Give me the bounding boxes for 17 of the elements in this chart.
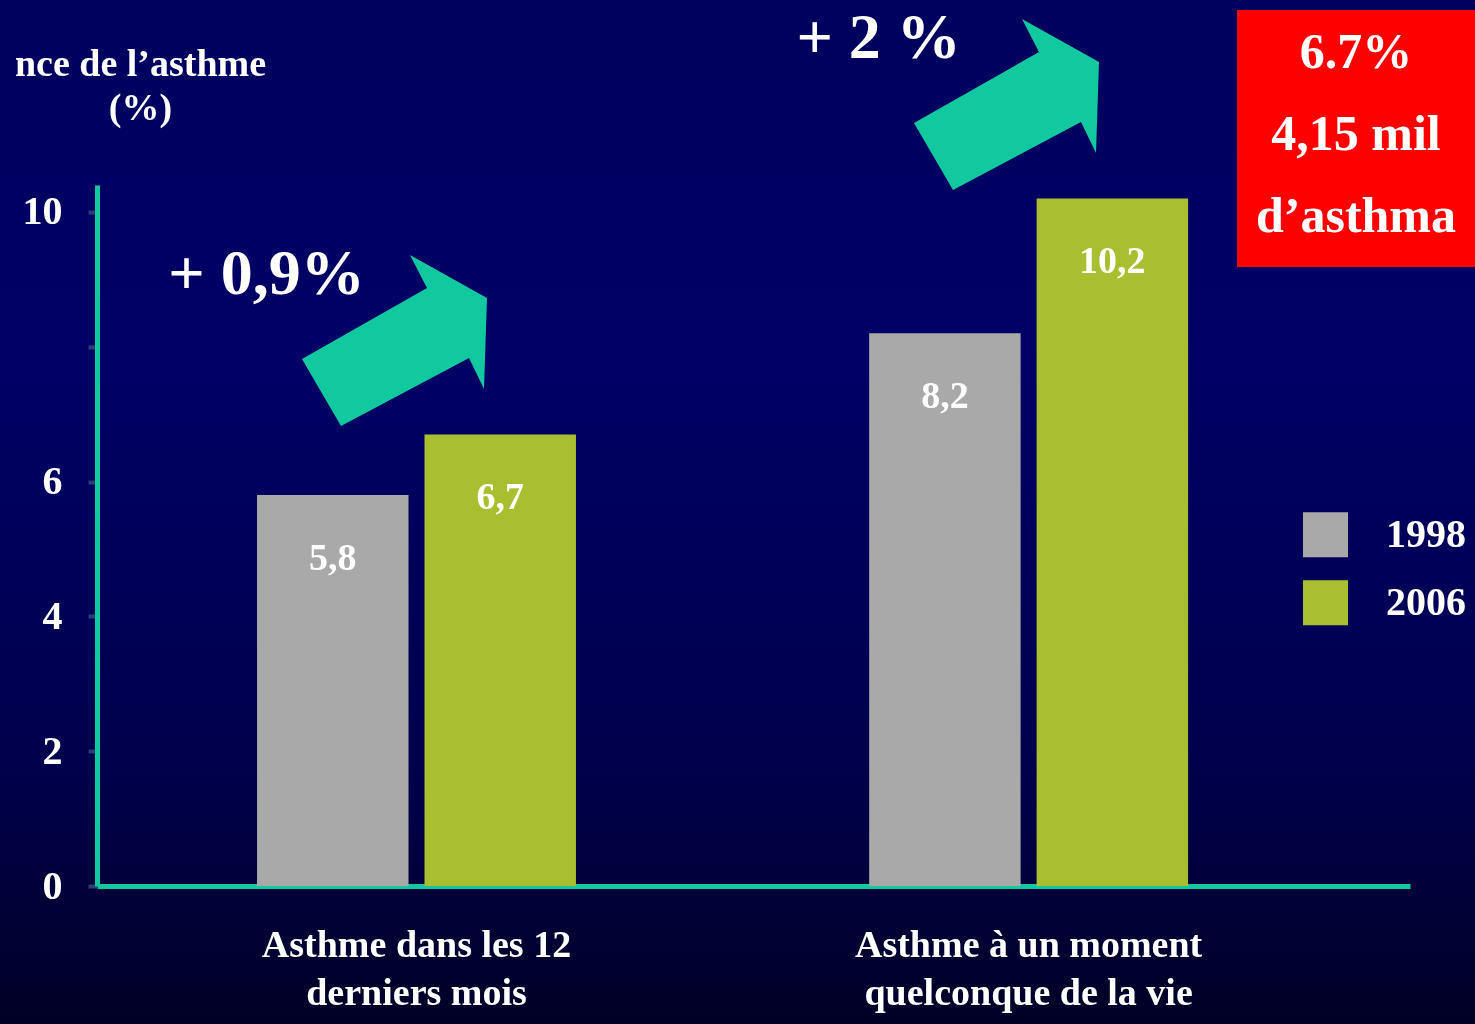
- annotation: + 0,9%: [168, 237, 365, 309]
- data-label: 5,8: [309, 536, 357, 579]
- y-tick-label: 4: [42, 592, 63, 638]
- x-tick-label: Asthme à un moment quelconque de la vie: [854, 922, 1203, 1013]
- data-label: 6,7: [476, 475, 524, 518]
- data-label: 8,2: [921, 374, 969, 417]
- y-tick-label: 0: [42, 862, 63, 908]
- y-tick-label: 10: [22, 188, 63, 234]
- data-label: 10,2: [1079, 239, 1146, 282]
- text: + 2 %: [796, 1, 961, 73]
- legend-label: 1998: [1386, 510, 1466, 556]
- annotation: 6.7% 4,15 mil d’asthma: [1237, 10, 1475, 267]
- legend-label: 2006: [1386, 578, 1466, 624]
- y-axis-title: nce de l’asthme (%): [14, 41, 267, 129]
- y-tick-label: 2: [42, 727, 63, 773]
- x-tick-label: Asthme dans les 12 derniers mois: [261, 922, 572, 1013]
- y-tick-label: 6: [42, 458, 63, 504]
